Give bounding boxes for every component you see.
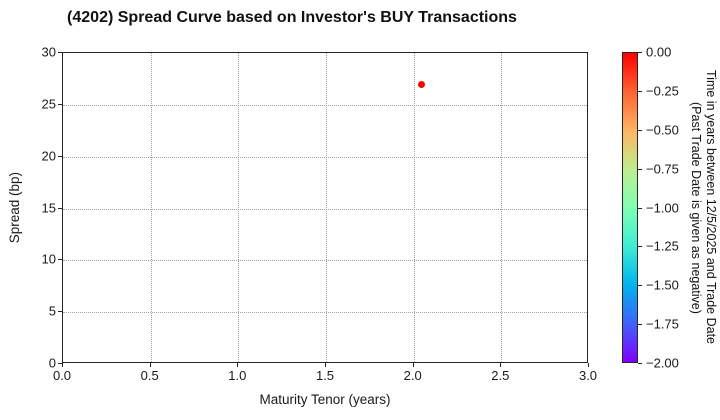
y-tick-label: 5 <box>48 303 56 319</box>
colorbar-tick-mark <box>638 285 642 287</box>
y-tick-mark <box>58 52 62 53</box>
x-tick-label: 2.0 <box>403 368 422 383</box>
gridline-horizontal <box>63 208 587 210</box>
gridline-horizontal <box>63 104 587 106</box>
colorbar-tick-mark <box>638 90 642 92</box>
x-tick-label: 1.5 <box>315 368 335 383</box>
colorbar-tick-label: −1.00 <box>646 200 679 215</box>
x-tick-mark <box>62 363 63 367</box>
y-tick-mark <box>58 311 62 313</box>
colorbar-tick-mark <box>638 246 642 248</box>
x-tick-label: 3.0 <box>578 368 598 383</box>
colorbar-label-line2: (Past Trade Date is given as negative) <box>689 101 703 314</box>
y-tick-mark <box>58 259 62 261</box>
x-tick-mark <box>237 363 239 367</box>
colorbar-tick-label: −2.00 <box>646 355 679 371</box>
colorbar-tick-label: −1.75 <box>646 316 679 332</box>
gridline-horizontal <box>63 156 587 158</box>
colorbar-tick-label: 0.00 <box>646 44 672 60</box>
gridline-horizontal <box>63 312 587 314</box>
colorbar-tick-label: −1.50 <box>646 277 679 293</box>
x-tick-label: 2.5 <box>491 368 510 383</box>
gridline-vertical <box>238 53 240 362</box>
y-tick-label: 30 <box>41 44 56 60</box>
x-tick-label: 0.0 <box>52 368 72 383</box>
colorbar-tick-mark <box>638 168 642 170</box>
colorbar-tick-label: −1.25 <box>646 238 679 254</box>
y-tick-label: 25 <box>41 96 56 112</box>
colorbar-tick-mark <box>638 363 642 364</box>
colorbar-label: Time in years between 12/5/2025 and Trad… <box>684 42 718 373</box>
y-tick-mark <box>58 155 62 157</box>
y-tick-label: 15 <box>41 200 56 215</box>
x-tick-mark <box>412 363 414 367</box>
y-tick-label: 0 <box>48 355 56 371</box>
x-tick-label: 1.0 <box>228 368 247 383</box>
x-tick-label: 0.5 <box>140 368 159 383</box>
colorbar <box>622 52 638 363</box>
gridline-horizontal <box>63 260 587 262</box>
y-tick-mark <box>58 363 62 364</box>
gridline-vertical <box>150 53 152 362</box>
colorbar-tick-mark <box>638 129 642 131</box>
plot-area <box>62 52 588 363</box>
chart-title: (4202) Spread Curve based on Investor's … <box>67 9 517 26</box>
y-tick-label: 10 <box>41 251 56 267</box>
x-tick-mark <box>500 363 502 367</box>
x-tick-mark <box>149 363 151 367</box>
colorbar-tick-label: −0.50 <box>646 122 679 138</box>
x-tick-mark <box>588 363 589 367</box>
colorbar-label-line1: Time in years between 12/5/2025 and Trad… <box>704 70 718 345</box>
gridline-vertical <box>326 53 327 362</box>
colorbar-tick-label: −0.25 <box>646 83 679 99</box>
data-point <box>417 80 425 88</box>
y-tick-mark <box>58 207 62 209</box>
colorbar-tick-mark <box>638 207 642 209</box>
colorbar-tick-label: −0.75 <box>646 161 679 177</box>
colorbar-tick-mark <box>638 324 642 326</box>
gridline-vertical <box>501 53 503 362</box>
x-axis-label: Maturity Tenor (years) <box>259 392 391 407</box>
gridline-vertical <box>413 53 415 362</box>
y-tick-mark <box>58 103 62 105</box>
x-tick-mark <box>325 363 326 367</box>
colorbar-tick-mark <box>638 52 642 53</box>
y-tick-label: 20 <box>41 148 56 164</box>
